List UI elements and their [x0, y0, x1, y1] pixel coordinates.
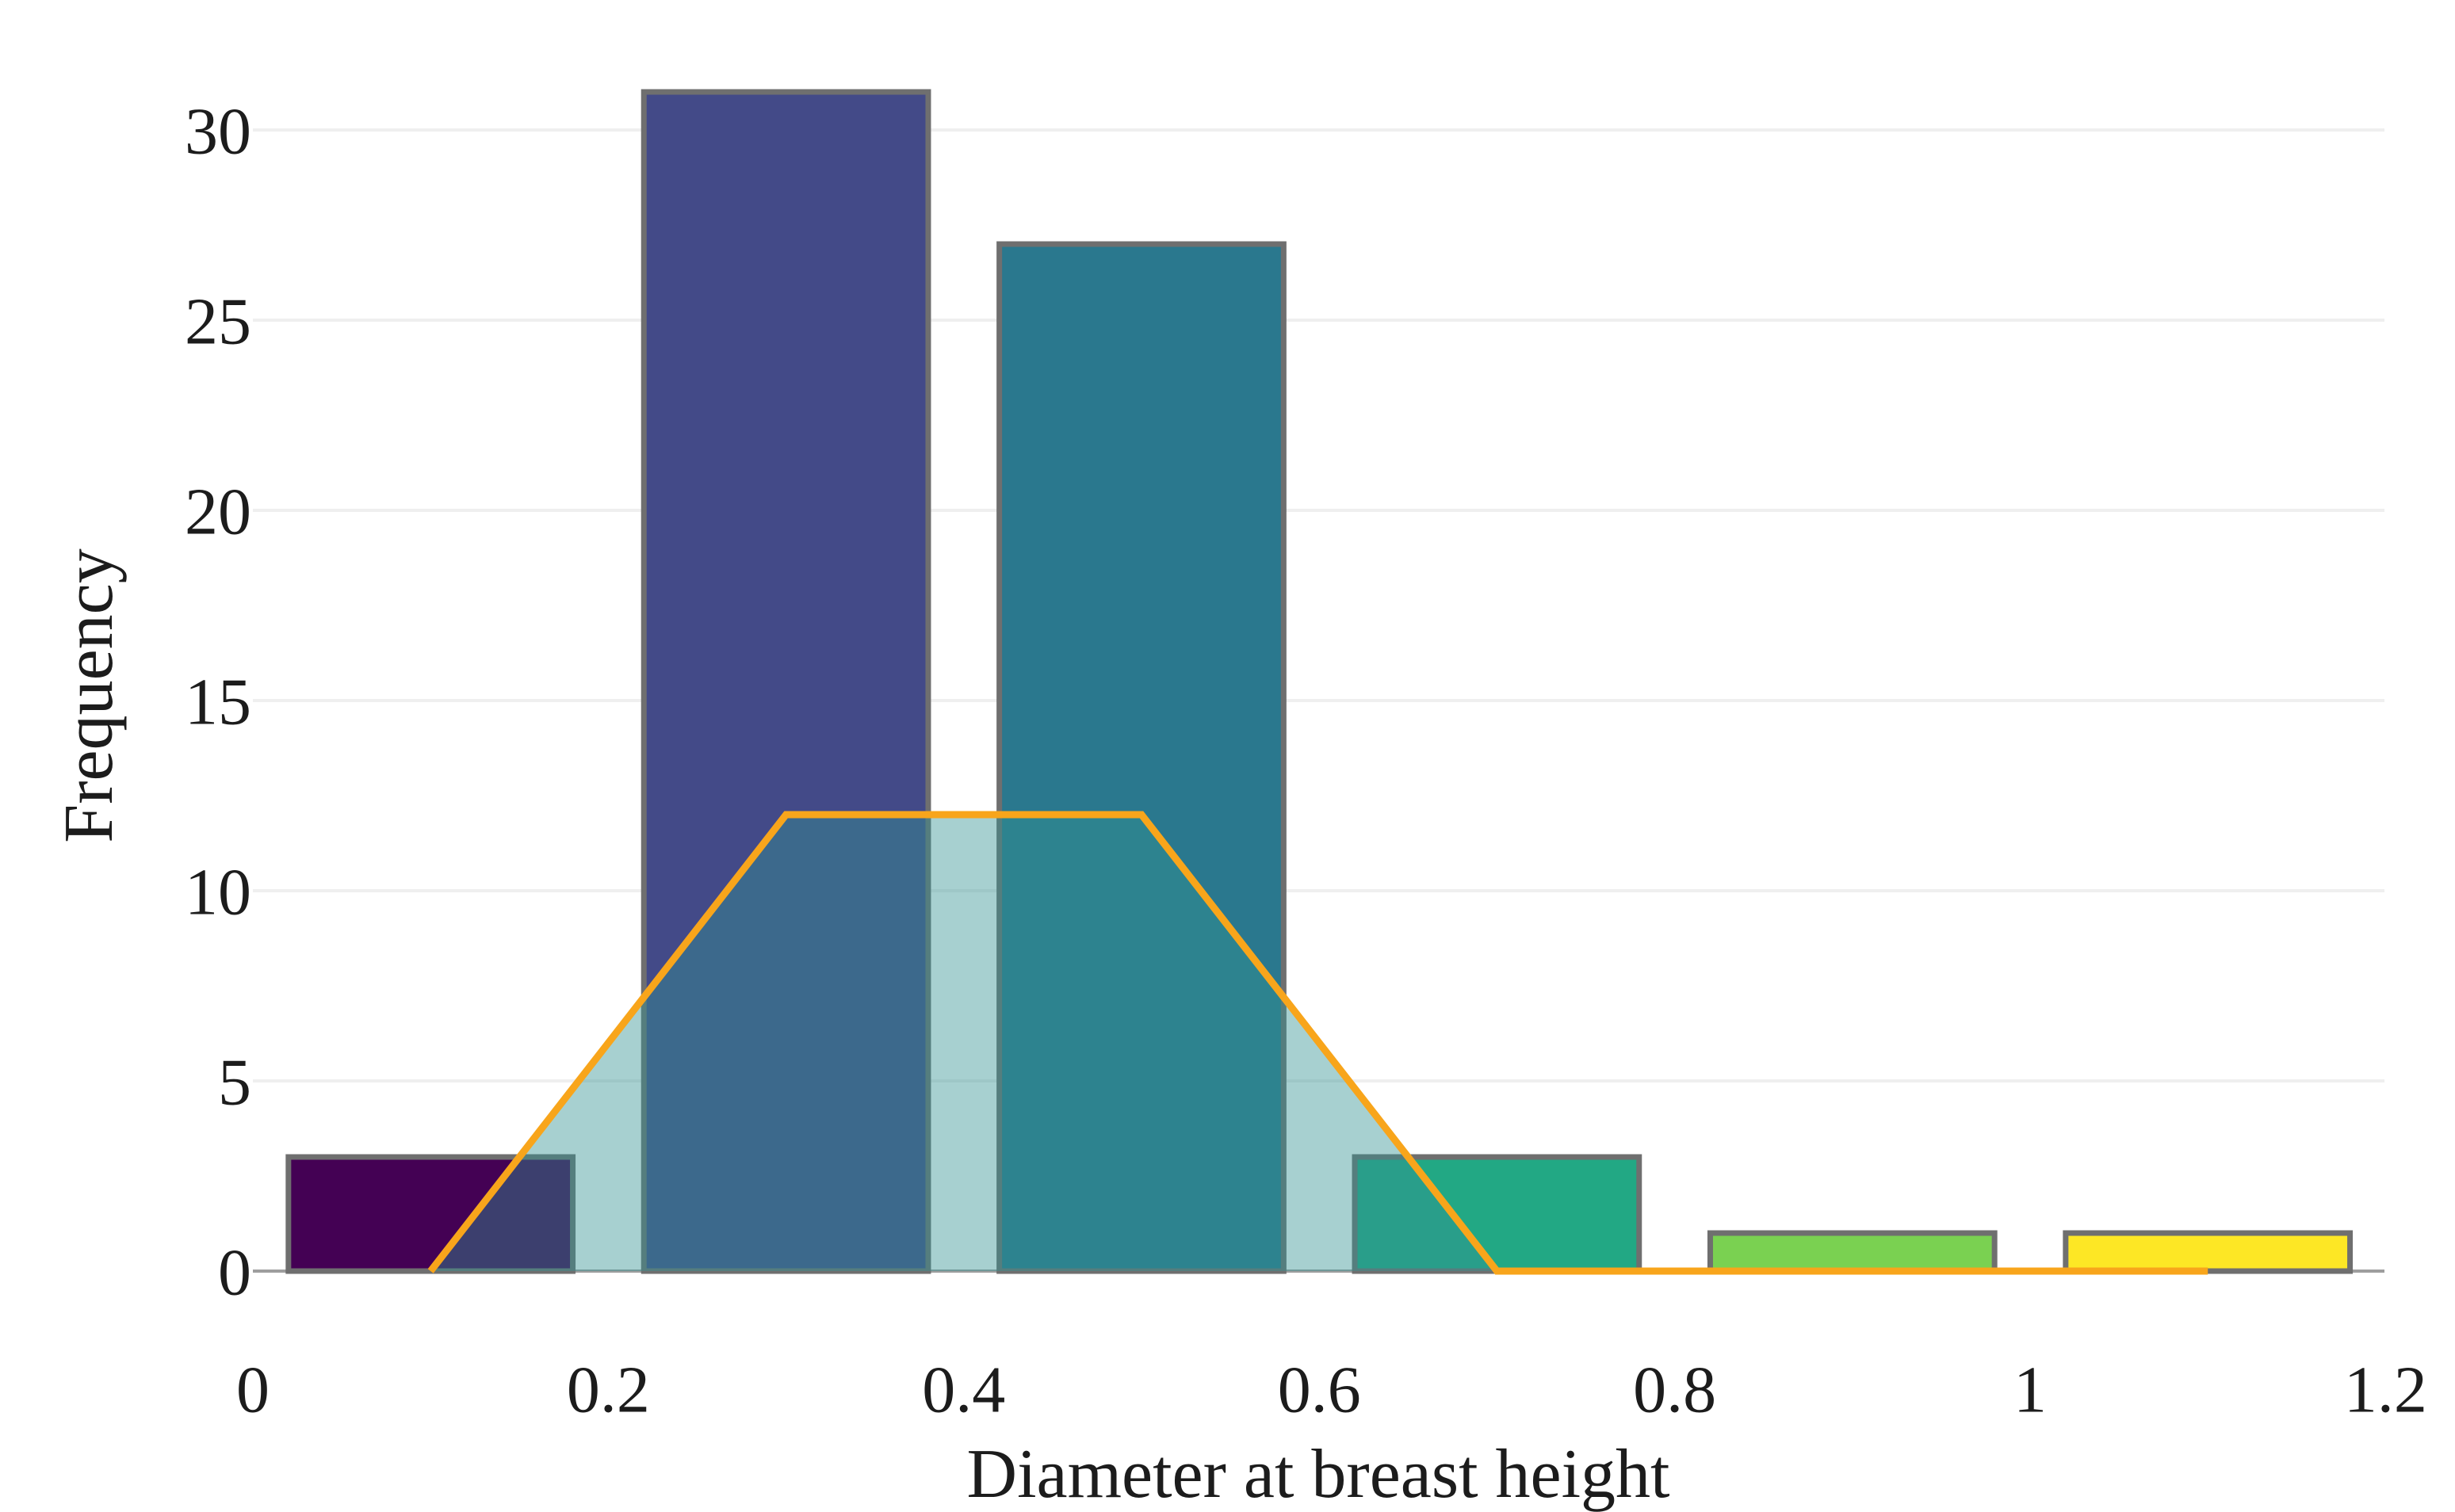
y-tick-label-20: 20 — [185, 475, 251, 548]
histogram-bar-6 — [2063, 1230, 2354, 1274]
frequency-polygon-line — [427, 811, 2208, 1275]
y-tick-label-5: 5 — [218, 1045, 251, 1119]
histogram-bar-1 — [285, 1154, 576, 1274]
y-tick-label-10: 10 — [185, 855, 251, 929]
x-tick-label-0: 0 — [236, 1353, 270, 1426]
y-tick-label-25: 25 — [185, 284, 251, 358]
x-tick-label-0.8: 0.8 — [1633, 1353, 1716, 1426]
x-axis-title: Diameter at breast height — [967, 1436, 1670, 1512]
histogram-bar-3 — [996, 241, 1287, 1274]
x-tick-label-1: 1 — [2013, 1353, 2047, 1426]
x-tick-label-0.4: 0.4 — [922, 1353, 1005, 1426]
histogram-bar-5 — [1707, 1230, 1998, 1274]
x-tick-label-0.2: 0.2 — [567, 1353, 650, 1426]
histogram-bar-4 — [1352, 1154, 1642, 1274]
x-tick-label-0.6: 0.6 — [1278, 1353, 1361, 1426]
x-tick-label-1.2: 1.2 — [2344, 1353, 2427, 1426]
y-tick-label-0: 0 — [218, 1235, 251, 1309]
y-tick-label-30: 30 — [185, 94, 251, 168]
histogram-bar-2 — [641, 89, 931, 1274]
y-tick-label-15: 15 — [185, 665, 251, 739]
y-axis-title: Frequency — [51, 548, 128, 842]
